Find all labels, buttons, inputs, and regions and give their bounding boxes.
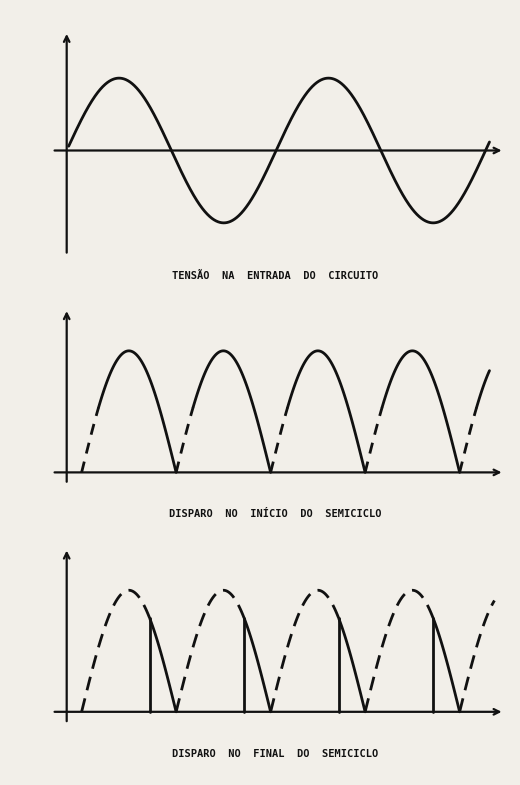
Text: DISPARO  NO  INÍCIO  DO  SEMICICLO: DISPARO NO INÍCIO DO SEMICICLO [170, 509, 382, 520]
Text: TENSÃO  NA  ENTRADA  DO  CIRCUITO: TENSÃO NA ENTRADA DO CIRCUITO [173, 271, 379, 281]
Text: DISPARO  NO  FINAL  DO  SEMICICLO: DISPARO NO FINAL DO SEMICICLO [173, 749, 379, 759]
